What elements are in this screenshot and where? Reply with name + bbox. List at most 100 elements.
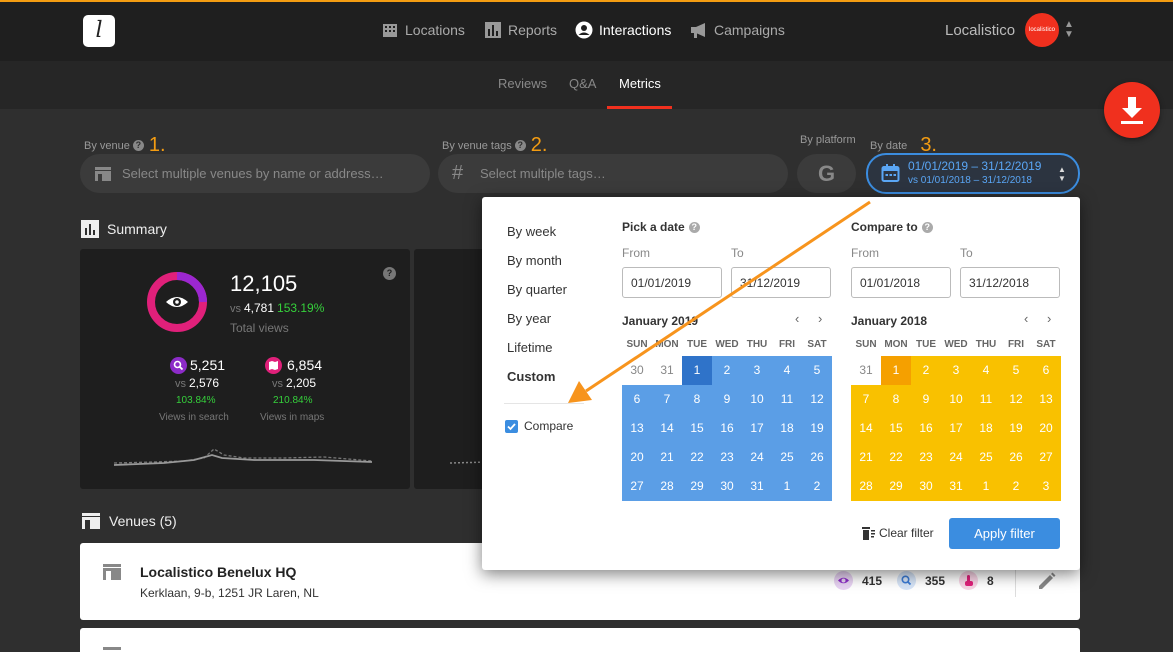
calendar-day[interactable]: 2 — [911, 356, 941, 385]
period-by-year[interactable]: By year — [507, 311, 552, 326]
prev-month-icon[interactable]: ‹ — [795, 311, 800, 326]
calendar-day[interactable]: 19 — [1001, 414, 1031, 443]
venue-select-input[interactable]: Select multiple venues by name or addres… — [80, 154, 430, 193]
pick-from-input[interactable]: 01/01/2019 — [622, 267, 722, 298]
calendar-day[interactable]: 6 — [622, 385, 652, 414]
calendar-day[interactable]: 11 — [971, 385, 1001, 414]
calendar-day[interactable]: 8 — [682, 385, 712, 414]
calendar-day[interactable]: 25 — [772, 443, 802, 472]
calendar-day[interactable]: 18 — [971, 414, 1001, 443]
calendar-day[interactable]: 2 — [712, 356, 742, 385]
nav-item-campaigns[interactable]: Campaigns — [690, 20, 785, 40]
help-icon[interactable]: ? — [514, 140, 526, 151]
calendar-day[interactable]: 7 — [652, 385, 682, 414]
nav-item-reports[interactable]: Reports — [484, 20, 557, 40]
calendar-day[interactable]: 1 — [772, 472, 802, 501]
help-icon[interactable]: ? — [383, 267, 396, 280]
period-custom[interactable]: Custom — [507, 369, 556, 384]
calendar-day[interactable]: 7 — [851, 385, 881, 414]
calendar-day[interactable]: 26 — [1001, 443, 1031, 472]
calendar-day[interactable]: 5 — [802, 356, 832, 385]
calendar-day[interactable]: 1 — [682, 356, 712, 385]
nav-item-locations[interactable]: Locations — [381, 20, 465, 40]
calendar-day[interactable]: 13 — [1031, 385, 1061, 414]
calendar-day[interactable]: 13 — [622, 414, 652, 443]
calendar-day[interactable]: 30 — [911, 472, 941, 501]
compare-from-input[interactable]: 01/01/2018 — [851, 267, 951, 298]
compare-label[interactable]: Compare — [524, 419, 574, 433]
calendar-day[interactable]: 31 — [652, 356, 682, 385]
calendar-day[interactable]: 1 — [881, 356, 911, 385]
calendar-day[interactable]: 31 — [742, 472, 772, 501]
tab-qa[interactable]: Q&A — [569, 76, 597, 91]
calendar-day[interactable]: 23 — [712, 443, 742, 472]
calendar-day[interactable]: 20 — [622, 443, 652, 472]
calendar-day[interactable]: 14 — [652, 414, 682, 443]
calendar-day[interactable]: 31 — [851, 356, 881, 385]
calendar-day[interactable]: 27 — [1031, 443, 1061, 472]
prev-month-icon[interactable]: ‹ — [1024, 311, 1029, 326]
nav-item-interactions[interactable]: Interactions — [575, 20, 671, 40]
calendar-day[interactable]: 9 — [911, 385, 941, 414]
calendar-day[interactable]: 3 — [742, 356, 772, 385]
tab-metrics[interactable]: Metrics — [619, 76, 661, 91]
apply-filter-button[interactable]: Apply filter — [949, 518, 1060, 549]
calendar-day[interactable]: 6 — [1031, 356, 1061, 385]
calendar-day[interactable]: 17 — [742, 414, 772, 443]
calendar-day[interactable]: 23 — [911, 443, 941, 472]
calendar-day[interactable]: 12 — [802, 385, 832, 414]
download-button[interactable] — [1104, 82, 1160, 138]
calendar-day[interactable]: 29 — [682, 472, 712, 501]
venue-row[interactable] — [80, 628, 1080, 652]
next-month-icon[interactable]: › — [1047, 311, 1052, 326]
calendar-day[interactable]: 30 — [622, 356, 652, 385]
calendar-day[interactable]: 15 — [881, 414, 911, 443]
calendar-day[interactable]: 3 — [941, 356, 971, 385]
calendar-day[interactable]: 24 — [742, 443, 772, 472]
calendar-day[interactable]: 26 — [802, 443, 832, 472]
account-switch-icon[interactable]: ▲ ▼ — [1064, 19, 1074, 40]
help-icon[interactable]: ? — [921, 221, 933, 233]
calendar-day[interactable]: 3 — [1031, 472, 1061, 501]
calendar-day[interactable]: 22 — [881, 443, 911, 472]
calendar-day[interactable]: 2 — [1001, 472, 1031, 501]
period-by-week[interactable]: By week — [507, 224, 557, 239]
help-icon[interactable]: ? — [688, 221, 700, 233]
calendar-day[interactable]: 30 — [712, 472, 742, 501]
calendar-day[interactable]: 16 — [911, 414, 941, 443]
calendar-day[interactable]: 19 — [802, 414, 832, 443]
clear-filter-button[interactable]: Clear filter — [861, 526, 934, 540]
avatar[interactable]: localistico — [1025, 13, 1059, 47]
date-range-select[interactable]: 01/01/2019 – 31/12/2019 vs 01/01/2018 – … — [866, 153, 1080, 194]
period-by-month[interactable]: By month — [507, 253, 562, 268]
tab-reviews[interactable]: Reviews — [498, 76, 548, 91]
calendar-day[interactable]: 27 — [622, 472, 652, 501]
calendar-day[interactable]: 12 — [1001, 385, 1031, 414]
calendar-day[interactable]: 2 — [802, 472, 832, 501]
calendar-day[interactable]: 16 — [712, 414, 742, 443]
calendar-day[interactable]: 10 — [742, 385, 772, 414]
calendar-day[interactable]: 1 — [971, 472, 1001, 501]
calendar-day[interactable]: 15 — [682, 414, 712, 443]
help-icon[interactable]: ? — [132, 140, 144, 151]
app-logo[interactable]: l — [83, 15, 115, 47]
compare-checkbox[interactable] — [505, 420, 518, 433]
google-platform-button[interactable]: G — [797, 154, 856, 193]
calendar-day[interactable]: 4 — [772, 356, 802, 385]
calendar-day[interactable]: 25 — [971, 443, 1001, 472]
calendar-day[interactable]: 17 — [941, 414, 971, 443]
period-lifetime[interactable]: Lifetime — [507, 340, 553, 355]
calendar-day[interactable]: 10 — [941, 385, 971, 414]
calendar-day[interactable]: 21 — [851, 443, 881, 472]
calendar-day[interactable]: 8 — [881, 385, 911, 414]
account-name[interactable]: Localistico — [945, 22, 1016, 39]
calendar-day[interactable]: 9 — [712, 385, 742, 414]
calendar-day[interactable]: 22 — [682, 443, 712, 472]
calendar-day[interactable]: 5 — [1001, 356, 1031, 385]
period-by-quarter[interactable]: By quarter — [507, 282, 567, 297]
calendar-day[interactable]: 28 — [851, 472, 881, 501]
calendar-day[interactable]: 29 — [881, 472, 911, 501]
calendar-day[interactable]: 4 — [971, 356, 1001, 385]
calendar-day[interactable]: 18 — [772, 414, 802, 443]
calendar-day[interactable]: 14 — [851, 414, 881, 443]
